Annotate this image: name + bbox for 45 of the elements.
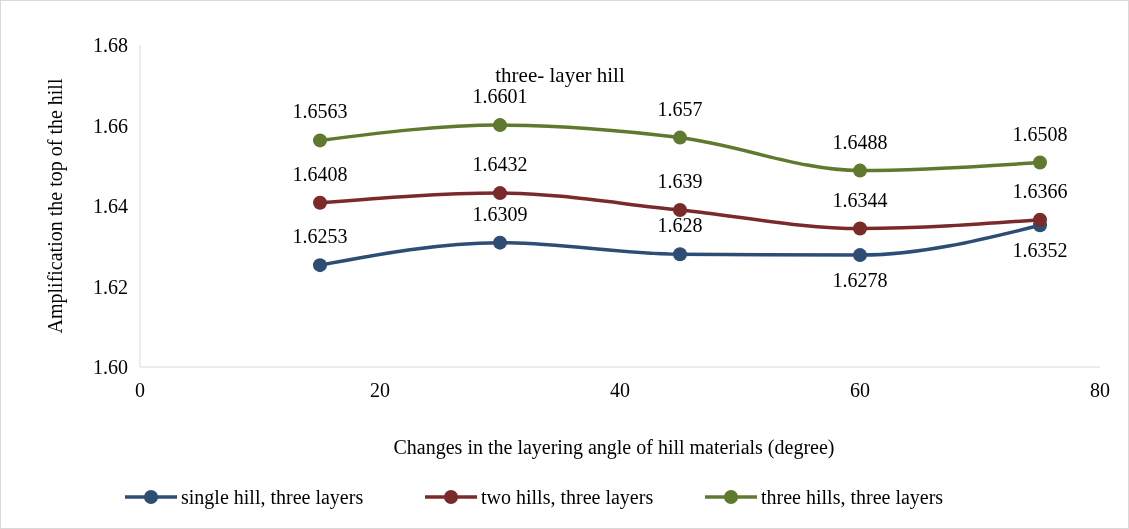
data-label: 1.6488 xyxy=(832,130,888,153)
point xyxy=(493,186,507,201)
point xyxy=(313,258,327,273)
point xyxy=(673,203,687,218)
data-label: 1.639 xyxy=(657,170,703,193)
data-label: 1.6309 xyxy=(472,202,528,225)
y-tick-label: 1.64 xyxy=(93,195,128,217)
x-tick-label: 80 xyxy=(1090,379,1110,401)
point xyxy=(1033,212,1047,227)
y-axis-title: Amplification the top of the hill xyxy=(44,78,67,334)
x-tick-label: 40 xyxy=(610,379,630,401)
legend-label: three hills, three layers xyxy=(761,486,944,509)
data-label: 1.6278 xyxy=(832,269,888,292)
data-label: 1.6366 xyxy=(1012,179,1068,202)
y-tick-label: 1.66 xyxy=(93,114,128,137)
point xyxy=(313,195,327,210)
data-label: 1.6344 xyxy=(832,188,888,211)
text: three- layer hill xyxy=(495,63,625,87)
x-tick-label: 60 xyxy=(850,379,870,401)
x-axis-title: Changes in the layering angle of hill materials (degree) xyxy=(393,436,835,459)
point xyxy=(313,133,327,148)
data-label: 1.657 xyxy=(657,97,703,120)
data-label: 1.6408 xyxy=(292,162,348,185)
data-label: 1.6432 xyxy=(472,153,528,176)
data-label: 1.6601 xyxy=(472,85,528,108)
data-label: 1.6352 xyxy=(1012,239,1068,262)
point xyxy=(853,248,867,263)
data-label: 1.6508 xyxy=(1012,122,1068,145)
x-tick-label: 0 xyxy=(135,379,145,401)
point xyxy=(853,163,867,178)
data-label: 1.628 xyxy=(657,214,703,237)
legend-label: two hills, three layers xyxy=(481,486,654,509)
point xyxy=(673,130,687,145)
legend-label: single hill, three layers xyxy=(181,486,364,509)
point xyxy=(493,118,507,133)
data-label: 1.6253 xyxy=(292,225,348,248)
y-tick-label: 1.68 xyxy=(93,34,128,56)
point xyxy=(1033,155,1047,170)
y-tick-label: 1.62 xyxy=(93,275,128,298)
y-tick-label: 1.60 xyxy=(93,356,128,378)
x-tick-label: 20 xyxy=(370,379,390,401)
point xyxy=(493,235,507,250)
point xyxy=(673,247,687,262)
data-label: 1.6563 xyxy=(292,100,348,123)
point xyxy=(853,221,867,236)
